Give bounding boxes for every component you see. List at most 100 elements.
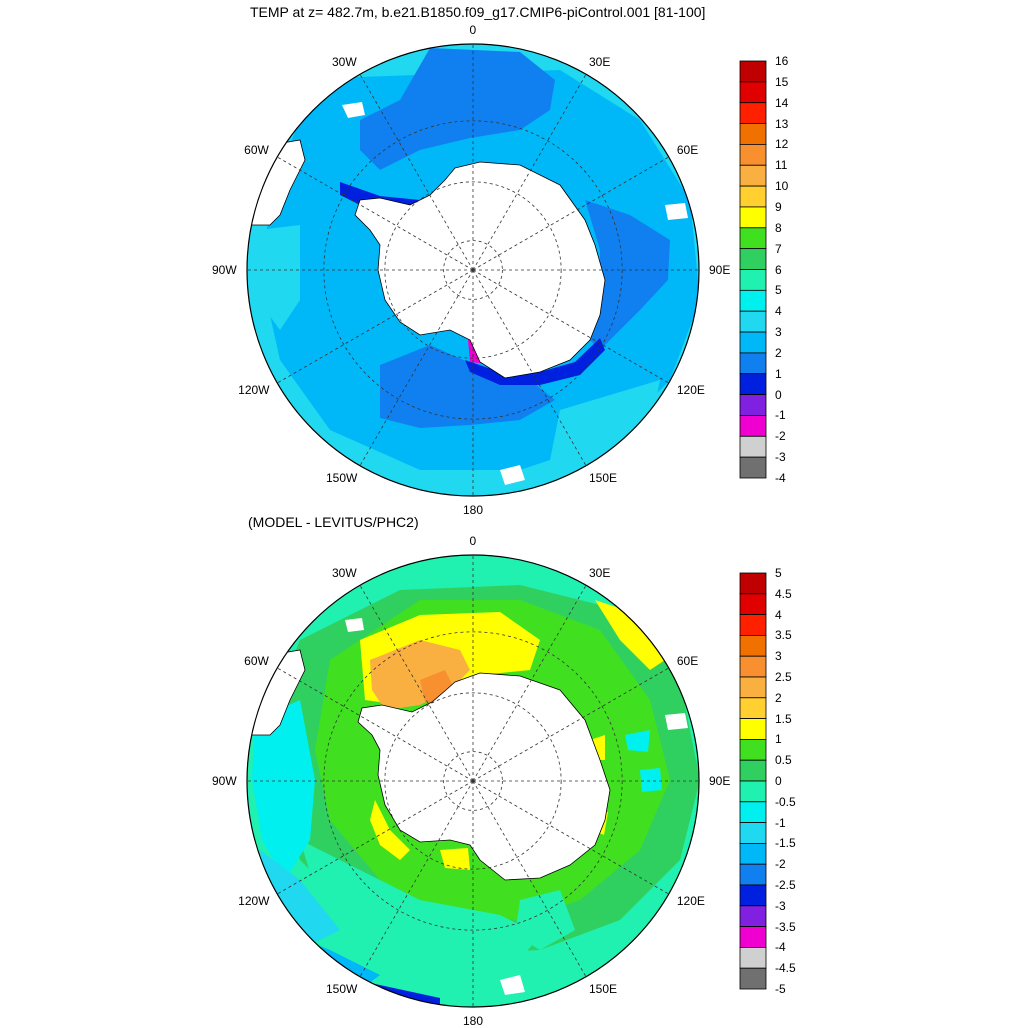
colorbar-swatch [739, 331, 767, 354]
colorbar-tick-label: -4 [775, 940, 786, 955]
colorbar-tick-label: 3 [775, 649, 782, 664]
meridian-line [472, 156, 669, 271]
graticule [247, 44, 699, 496]
meridian-line [359, 585, 474, 782]
colorbar-tick-label: 5 [775, 283, 782, 298]
colorbar-tick-label: 9 [775, 199, 782, 214]
meridian-line [472, 780, 587, 977]
colorbar-swatch [739, 780, 767, 803]
map-border [246, 554, 700, 1008]
colorbar-tick-label: -5 [775, 982, 786, 996]
colorbar-tick-label: -2 [775, 429, 786, 444]
colorbar-swatch [739, 164, 767, 187]
colorbar-swatch [739, 635, 767, 657]
colorbar-tick-label: -2 [775, 857, 786, 872]
meridian-line [277, 780, 474, 895]
colorbar-tick-label: 15 [775, 74, 789, 89]
meridian-line [277, 269, 474, 384]
meridian-line [472, 269, 669, 384]
colorbar-swatch [739, 905, 767, 927]
longitude-label: 30E [589, 566, 611, 581]
longitude-label: 180 [463, 503, 484, 517]
colorbar-swatch [739, 926, 767, 948]
longitude-label: 60W [244, 143, 269, 157]
colorbar-swatch [739, 843, 767, 865]
colorbar-tick-label: 1 [775, 366, 782, 381]
longitude-label: 150W [326, 470, 358, 485]
colorbar-swatch [739, 697, 767, 719]
longitude-label: 120W [238, 383, 270, 397]
meridian-line [472, 585, 587, 782]
longitude-label: 180 [463, 1014, 484, 1028]
colorbar-swatch [739, 718, 767, 740]
colorbar-tick-label: 5 [775, 566, 782, 580]
field-band-1-2-north [360, 48, 555, 170]
map-border [246, 43, 700, 497]
colorbar-swatch [739, 81, 767, 104]
colorbar-swatch [739, 394, 767, 416]
longitude-label: 120E [676, 894, 705, 908]
longitude-label: 120W [238, 894, 270, 908]
colorbar-tick-label: -1 [775, 815, 786, 830]
longitude-label: 60E [676, 143, 699, 157]
colorbar-swatch [739, 863, 767, 886]
colorbar-swatch [739, 185, 767, 208]
longitude-label: 90E [709, 263, 731, 277]
colorbar-swatch [739, 269, 767, 291]
colorbar-tick-label: -0.5 [775, 794, 796, 809]
colorbar-swatch [739, 227, 767, 250]
longitude-label: 90W [212, 263, 237, 277]
meridian-line [472, 667, 669, 782]
colorbar-tick-label: 6 [775, 262, 782, 277]
latitude-circle [323, 120, 623, 420]
colorbar-swatch [739, 572, 767, 595]
latitude-circle [384, 692, 562, 870]
colorbar [739, 60, 767, 479]
latitude-circle [323, 631, 623, 931]
colorbar-swatch [739, 60, 767, 83]
colorbar-tick-label: 2 [775, 690, 782, 705]
longitude-label: 150W [326, 981, 358, 996]
meridian-line [359, 74, 474, 271]
latitude-circle [443, 751, 503, 811]
latitude-circle [384, 181, 562, 359]
colorbar-tick-label: 2 [775, 345, 782, 360]
field-band-neg0.5-0-ring [300, 840, 540, 965]
colorbar-tick-label: 14 [775, 95, 789, 110]
field-band-1-1.5-northeast [595, 600, 665, 670]
longitude-label: 30W [332, 566, 357, 581]
longitude-label: 90E [709, 774, 731, 788]
colorbar-tick-label: 4.5 [775, 586, 792, 601]
field-band-1-2-east [585, 200, 670, 350]
meridian-line [472, 74, 587, 271]
meridian-line [472, 780, 669, 895]
meridian-line [359, 780, 474, 977]
colorbar-swatch [739, 415, 767, 437]
colorbar-tick-label: -3.5 [775, 919, 796, 934]
colorbar-tick-label: 0 [775, 387, 782, 402]
difference-map [246, 554, 767, 1008]
meridian-line [277, 156, 474, 271]
colorbar-swatch [739, 947, 767, 969]
bottom-map-title: (MODEL - LEVITUS/PHC2) [248, 514, 419, 530]
field-band-neg1-neg0.5-patch [625, 730, 662, 792]
colorbar-tick-label: 7 [775, 241, 782, 256]
colorbar-swatch [739, 310, 767, 333]
colorbar-swatch [739, 289, 767, 312]
colorbar-swatch [739, 143, 767, 166]
colorbar-swatch [739, 248, 767, 270]
colorbar-tick-label: 11 [775, 158, 788, 173]
field-band-3-4-west [258, 225, 300, 330]
colorbar-tick-label: -3 [775, 898, 786, 913]
colorbar-tick-label: 3 [775, 325, 782, 340]
colorbar-swatch [739, 676, 767, 699]
colorbar-swatch [739, 614, 767, 636]
colorbar-tick-label: 12 [775, 137, 789, 152]
colorbar-tick-label: 1.5 [775, 711, 792, 726]
colorbar-tick-label: 4 [775, 607, 782, 622]
meridian-line [359, 269, 474, 466]
colorbar [739, 572, 767, 990]
colorbar-swatch [739, 456, 767, 479]
colorbar-tick-label: -2.5 [775, 878, 796, 892]
colorbar-tick-label: 0.5 [775, 753, 792, 768]
